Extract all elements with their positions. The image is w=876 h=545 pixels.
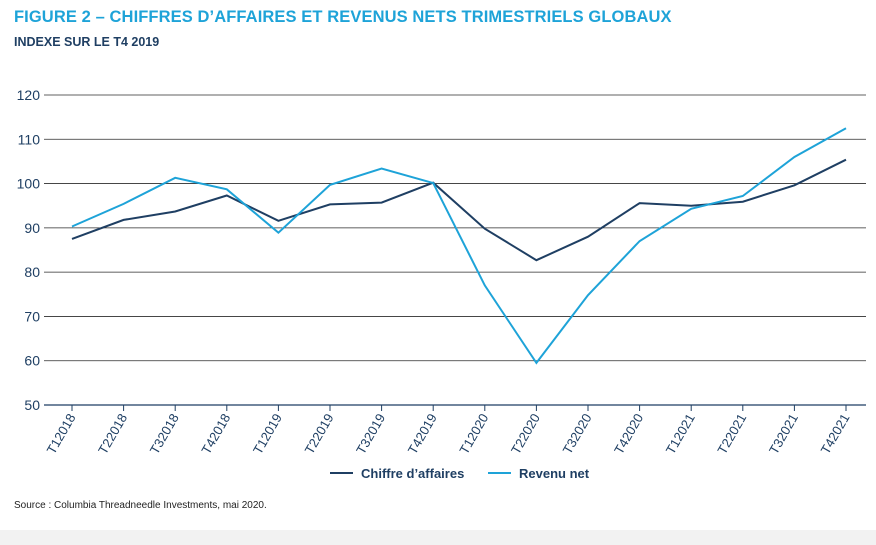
- series-lines: [71, 127, 847, 365]
- x-tick-label: T32021: [766, 411, 801, 457]
- y-tick-label: 120: [17, 87, 41, 103]
- x-tick-label: T12018: [44, 411, 79, 457]
- legend-label-0: Chiffre d’affaires: [361, 466, 464, 481]
- y-tick-label: 80: [24, 264, 40, 280]
- x-tick-label: T32020: [560, 411, 595, 457]
- y-tick-label: 90: [24, 220, 40, 236]
- x-tick-label: T22019: [302, 411, 337, 457]
- x-tick-label: T12020: [456, 411, 491, 457]
- y-tick-label: 50: [24, 397, 40, 413]
- x-tick-label: T42021: [818, 411, 853, 457]
- x-tick-label: T12021: [663, 411, 698, 457]
- chart-title: FIGURE 2 – CHIFFRES D’AFFAIRES ET REVENU…: [14, 8, 672, 26]
- y-axis-ticks: 50 60 70 80 90 100 110 120: [17, 87, 41, 413]
- y-tick-label: 70: [24, 308, 40, 324]
- y-tick-label: 100: [17, 176, 41, 192]
- x-tick-label: T42019: [405, 411, 440, 457]
- x-tick-label: T42020: [611, 411, 646, 457]
- x-tick-label: T22020: [508, 411, 543, 457]
- x-tick-label: T12019: [250, 411, 285, 457]
- series-line-0: [71, 158, 847, 262]
- x-tick-label: T42018: [198, 411, 233, 457]
- x-tick-label: T22018: [95, 411, 130, 457]
- y-tick-label: 60: [24, 353, 40, 369]
- x-tick-label: T32019: [353, 411, 388, 457]
- legend: Chiffre d’affaires Revenu net: [330, 466, 590, 481]
- y-tick-label: 110: [18, 131, 41, 147]
- x-tick-label: T32018: [147, 411, 182, 457]
- grid-lines: [44, 94, 866, 406]
- x-tick-label: T22021: [714, 411, 749, 457]
- line-chart: 50 60 70 80 90 100 110 120 T12018 T22018 T32018 T4…: [17, 87, 866, 481]
- legend-label-1: Revenu net: [519, 466, 590, 481]
- chart-subtitle: INDEXE SUR LE T4 2019: [14, 35, 160, 49]
- footer-bar: [0, 530, 876, 545]
- source-note: Source : Columbia Threadneedle Investmen…: [14, 500, 267, 511]
- x-axis-ticks: T12018 T22018 T32018 T42018 T12019 T22019 T320…: [44, 405, 853, 457]
- series-line-1: [71, 127, 847, 365]
